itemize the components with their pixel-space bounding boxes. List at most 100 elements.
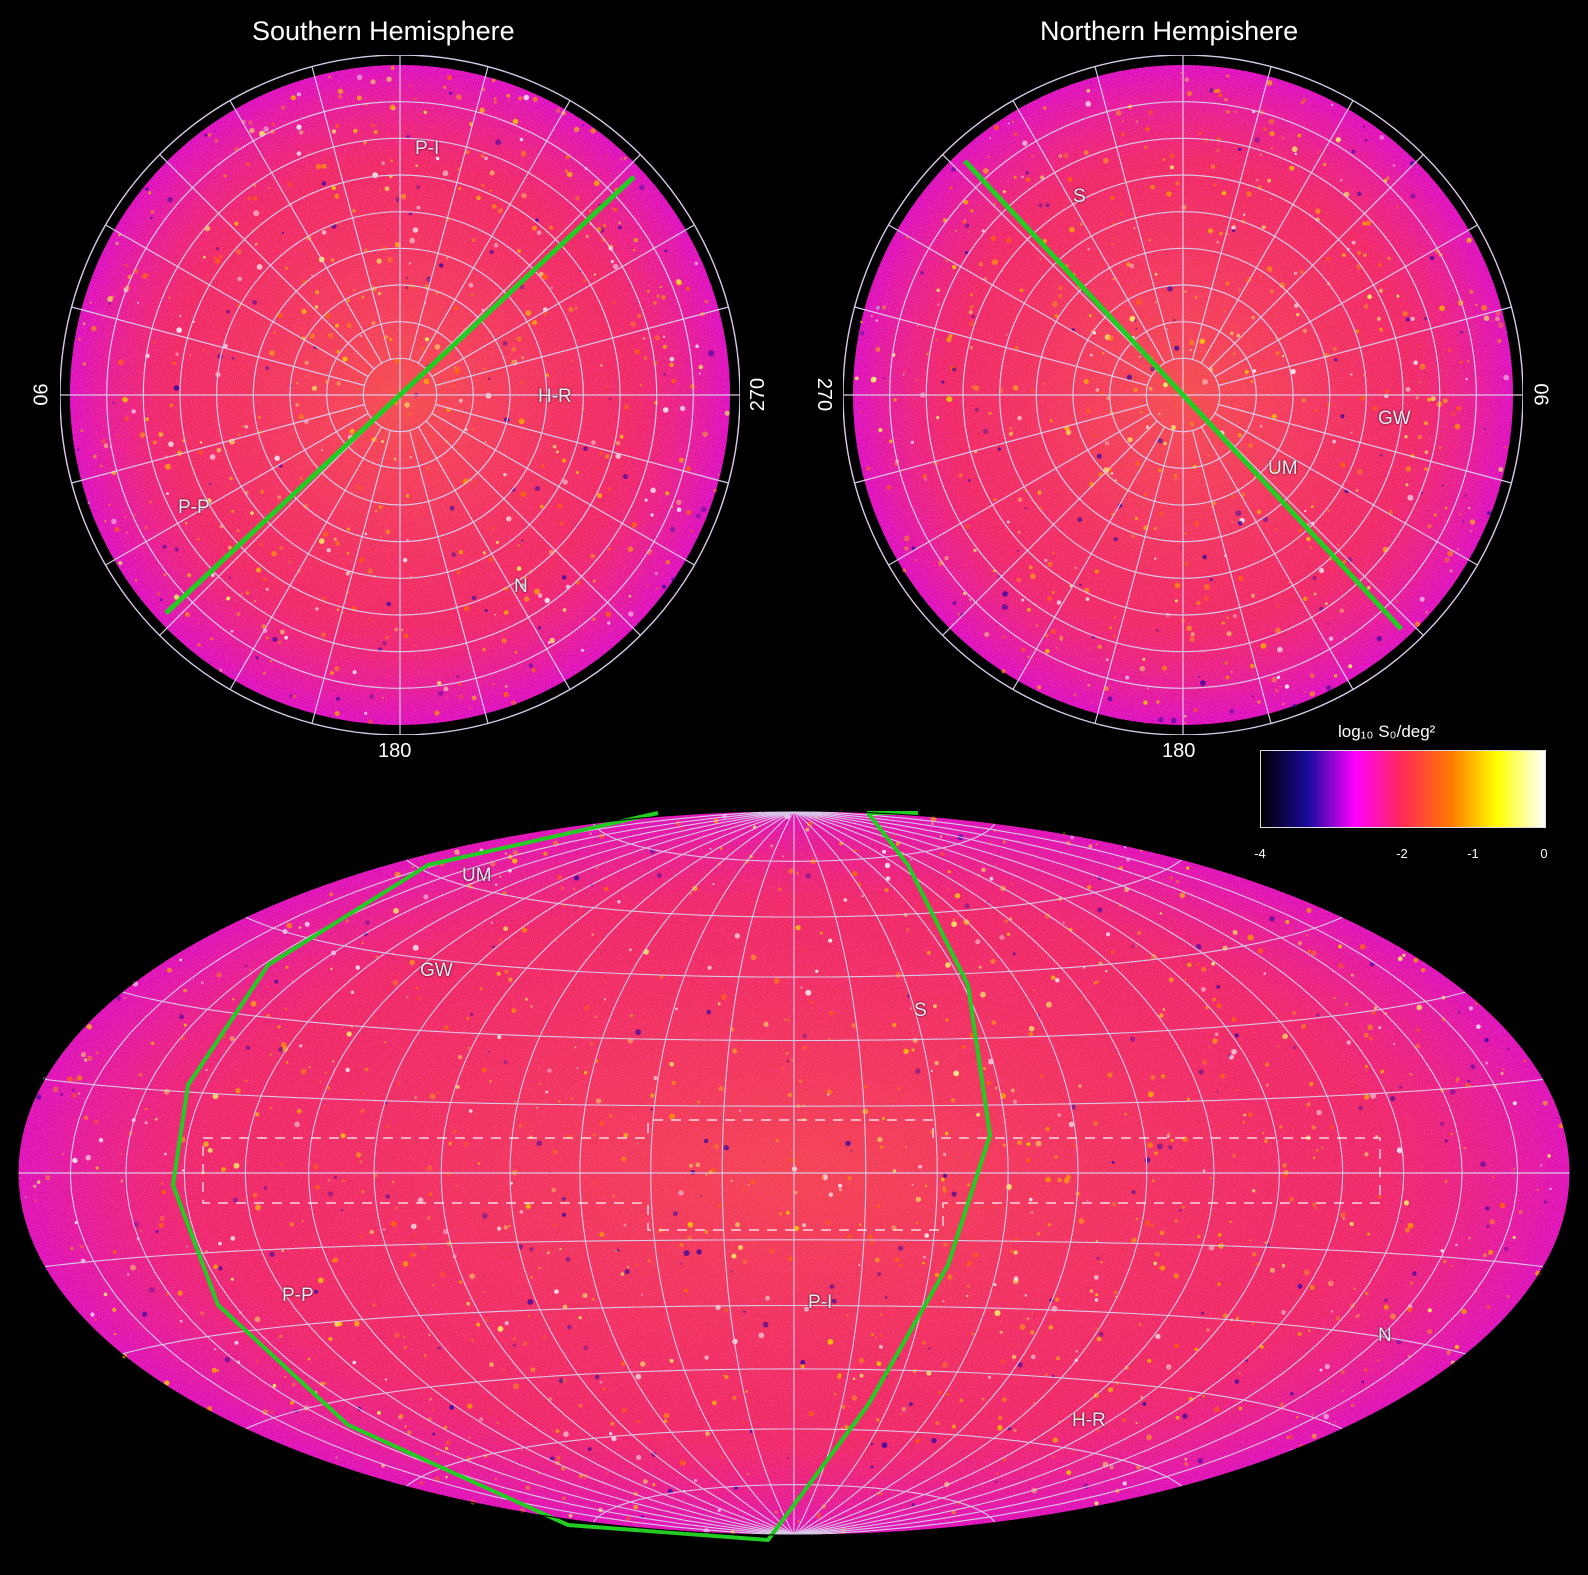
density-speckle: [1098, 1331, 1104, 1337]
density-speckle: [593, 1134, 596, 1137]
density-speckle: [1306, 907, 1312, 913]
density-speckle: [877, 1272, 882, 1277]
density-speckle: [1303, 1269, 1310, 1276]
density-speckle: [367, 719, 373, 725]
density-speckle: [272, 1383, 277, 1388]
density-speckle: [594, 1374, 600, 1380]
density-speckle: [516, 336, 522, 342]
density-speckle: [265, 587, 269, 592]
density-speckle: [557, 874, 563, 880]
density-speckle: [406, 996, 409, 999]
density-speckle: [590, 128, 596, 134]
density-speckle: [1092, 434, 1096, 438]
colorbar-title: log₁₀ S₀/deg²: [1338, 722, 1436, 741]
density-speckle: [479, 987, 483, 990]
density-speckle: [173, 385, 180, 391]
density-speckle: [1409, 1073, 1413, 1076]
density-speckle: [287, 182, 292, 187]
density-speckle: [468, 1436, 471, 1439]
density-speckle: [1087, 683, 1091, 687]
density-speckle: [561, 886, 565, 890]
density-speckle: [165, 1292, 169, 1296]
density-speckle: [654, 571, 658, 576]
density-speckle: [464, 605, 469, 611]
density-speckle: [162, 544, 167, 549]
density-speckle: [283, 1309, 285, 1311]
density-speckle: [1154, 301, 1157, 304]
density-speckle: [1113, 616, 1117, 619]
density-speckle: [1424, 450, 1429, 455]
density-speckle: [1315, 1149, 1319, 1152]
density-speckle: [1222, 1313, 1229, 1319]
density-speckle: [199, 1311, 205, 1316]
density-speckle: [690, 530, 693, 533]
density-speckle: [1455, 1080, 1458, 1083]
density-speckle: [637, 313, 642, 319]
density-speckle: [548, 225, 554, 230]
density-speckle: [662, 335, 666, 338]
density-speckle: [980, 991, 986, 998]
density-speckle: [456, 569, 462, 575]
density-speckle: [892, 1099, 894, 1102]
density-speckle: [152, 340, 156, 344]
density-speckle: [371, 320, 376, 326]
density-speckle: [584, 1005, 590, 1011]
density-speckle: [730, 1270, 733, 1273]
density-speckle: [266, 636, 269, 640]
density-speckle: [1105, 970, 1108, 973]
density-speckle: [494, 613, 496, 616]
density-speckle: [319, 1080, 322, 1083]
density-speckle: [953, 1071, 958, 1076]
density-speckle: [1212, 501, 1216, 505]
density-speckle: [964, 523, 971, 529]
density-speckle: [636, 1454, 642, 1460]
density-speckle: [1342, 560, 1346, 564]
density-speckle: [457, 1054, 463, 1060]
density-speckle: [389, 104, 396, 111]
density-speckle: [452, 385, 455, 388]
density-speckle: [1153, 1151, 1158, 1156]
density-speckle: [879, 1313, 883, 1316]
density-speckle: [749, 1430, 753, 1433]
density-speckle: [205, 1069, 208, 1071]
density-speckle: [1148, 1091, 1154, 1098]
density-speckle: [227, 485, 230, 488]
density-speckle: [205, 498, 212, 504]
density-speckle: [150, 1041, 155, 1045]
density-speckle: [880, 1252, 883, 1254]
density-speckle: [1270, 289, 1274, 294]
density-speckle: [1357, 251, 1361, 255]
density-speckle: [512, 1343, 517, 1348]
density-speckle: [882, 1117, 886, 1121]
density-speckle: [285, 1061, 289, 1064]
density-speckle: [695, 344, 699, 349]
density-speckle: [1248, 1239, 1252, 1242]
region-label-allsky-gw: GW: [420, 960, 453, 981]
density-speckle: [1285, 919, 1290, 924]
density-speckle: [537, 593, 543, 598]
density-speckle: [249, 128, 255, 134]
density-speckle: [944, 556, 949, 561]
density-speckle: [255, 1112, 260, 1117]
density-speckle: [675, 820, 682, 827]
density-speckle: [1309, 673, 1315, 678]
density-speckle: [1264, 1139, 1268, 1144]
density-speckle: [1311, 1413, 1314, 1416]
density-speckle: [1113, 1290, 1118, 1294]
density-speckle: [240, 592, 243, 596]
density-speckle: [511, 1008, 516, 1014]
density-speckle: [936, 416, 940, 420]
density-speckle: [1111, 243, 1114, 246]
density-speckle: [124, 416, 130, 422]
density-speckle: [558, 504, 563, 509]
density-speckle: [1158, 1265, 1165, 1271]
density-speckle: [407, 1430, 412, 1435]
density-speckle: [248, 120, 253, 125]
density-speckle: [741, 1190, 744, 1193]
density-speckle: [826, 1089, 832, 1095]
density-speckle: [967, 230, 970, 233]
density-speckle: [435, 156, 440, 161]
density-speckle: [179, 958, 182, 962]
density-speckle: [67, 1076, 73, 1082]
density-speckle: [301, 308, 307, 315]
